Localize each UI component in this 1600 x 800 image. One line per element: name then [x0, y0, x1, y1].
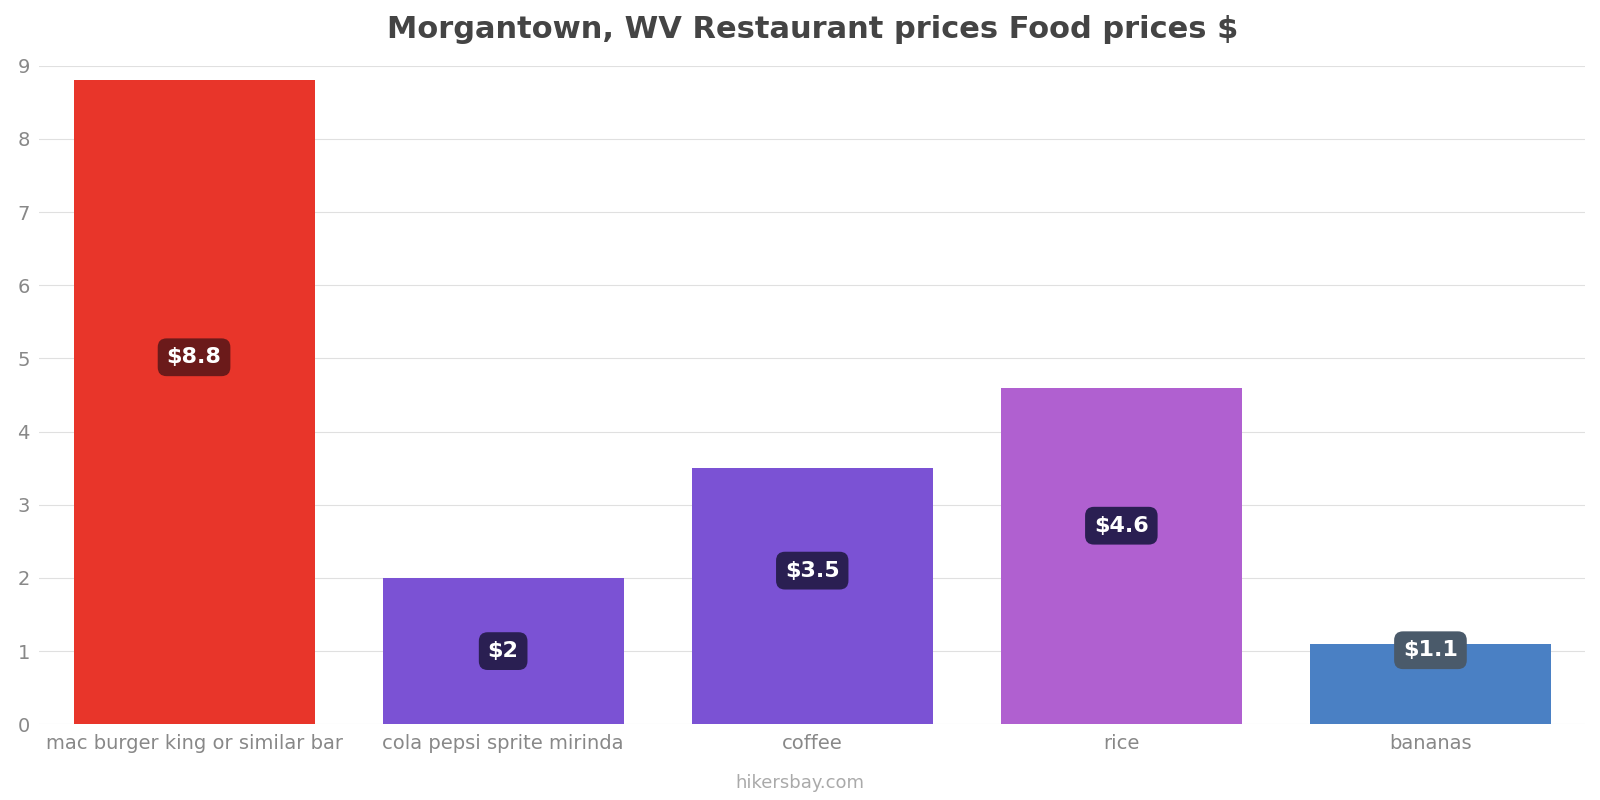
Text: $4.6: $4.6	[1094, 516, 1149, 536]
Bar	[74, 81, 315, 724]
Title: Morgantown, WV Restaurant prices Food prices $: Morgantown, WV Restaurant prices Food pr…	[387, 15, 1238, 44]
Bar	[1310, 644, 1550, 724]
Text: hikersbay.com: hikersbay.com	[736, 774, 864, 792]
Text: $8.8: $8.8	[166, 347, 221, 367]
Bar	[1002, 388, 1242, 724]
Bar	[691, 468, 933, 724]
Text: $2: $2	[488, 641, 518, 661]
Text: $1.1: $1.1	[1403, 640, 1458, 660]
Bar	[382, 578, 624, 724]
Text: $3.5: $3.5	[786, 561, 840, 581]
